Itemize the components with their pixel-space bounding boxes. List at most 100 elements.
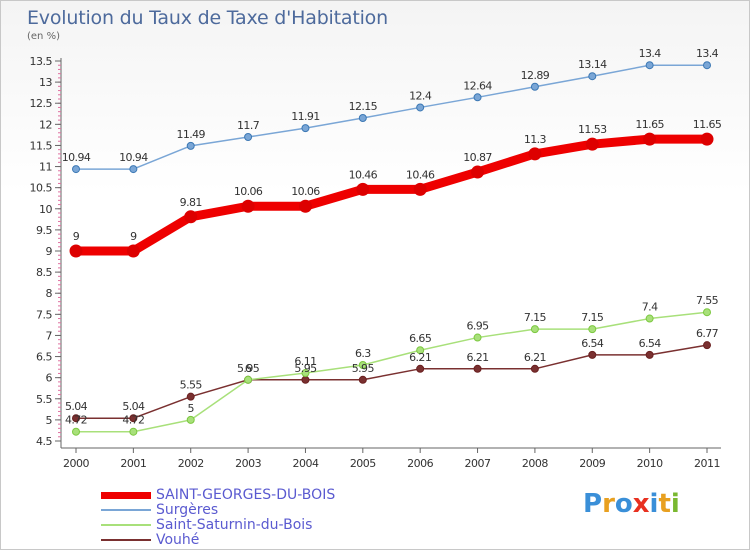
legend-swatch [101, 524, 151, 526]
data-label: 7.55 [696, 294, 719, 307]
data-label: 7.15 [524, 311, 547, 324]
y-tick-label: 10 [39, 203, 52, 216]
legend-swatch [101, 539, 151, 541]
data-label: 9.81 [180, 196, 202, 209]
data-label: 7.15 [581, 311, 604, 324]
data-label: 12.64 [463, 79, 492, 92]
x-tick-label: 2006 [407, 457, 433, 470]
data-label: 10.06 [291, 185, 320, 198]
logo-letter: P [583, 489, 603, 519]
legend-label: SAINT-GEORGES-DU-BOIS [156, 487, 336, 503]
logo-letter: x [632, 489, 650, 519]
logo-letter: t [658, 489, 671, 519]
logo-letter: o [614, 489, 633, 519]
data-label: 5.04 [122, 400, 145, 413]
data-point [700, 132, 714, 146]
logo-letter: i [649, 489, 659, 519]
data-point [416, 364, 425, 373]
data-point [186, 141, 195, 150]
data-point [645, 61, 654, 70]
data-point [186, 415, 195, 424]
data-label: 10.94 [119, 151, 148, 164]
chart-title: Evolution du Taux de Taxe d'Habitation [27, 7, 388, 29]
data-label: 11.65 [693, 118, 722, 131]
y-tick-label: 13.5 [30, 55, 53, 68]
data-point [645, 350, 654, 359]
data-label: 5.95 [294, 362, 317, 375]
x-tick-label: 2005 [350, 457, 376, 470]
data-label: 13.14 [578, 58, 607, 71]
data-point [471, 165, 485, 179]
data-label: 4.72 [122, 414, 144, 427]
proxiti-logo: Proxiti [583, 489, 680, 519]
data-point [585, 137, 599, 151]
data-point [186, 392, 195, 401]
legend-swatch [101, 509, 151, 511]
y-tick-label: 6 [46, 372, 53, 385]
data-label: 13.4 [639, 47, 662, 60]
data-point [588, 72, 597, 81]
y-tick-label: 9 [46, 245, 53, 258]
logo-letter: i [670, 489, 680, 519]
y-tick-label: 13 [39, 76, 52, 89]
data-point [645, 314, 654, 323]
data-label: 10.06 [234, 185, 263, 198]
data-label: 10.94 [62, 151, 91, 164]
x-tick-label: 2000 [63, 457, 89, 470]
x-tick-label: 2011 [694, 457, 720, 470]
data-point [358, 375, 367, 384]
data-point [69, 244, 83, 258]
legend-swatch [101, 492, 151, 499]
series-line [75, 344, 708, 419]
data-label: 10.46 [349, 168, 378, 181]
y-tick-label: 8 [46, 287, 53, 300]
data-label: 6.95 [466, 320, 489, 333]
data-point [72, 414, 80, 423]
x-tick-label: 2010 [637, 457, 663, 470]
data-label: 6.77 [696, 327, 719, 340]
data-point [530, 364, 539, 373]
data-point [358, 361, 367, 369]
data-point [473, 333, 482, 342]
y-tick-label: 7.5 [36, 308, 52, 321]
data-label: 10.46 [406, 168, 435, 181]
data-label: 5.04 [65, 400, 88, 413]
series-line [75, 64, 708, 170]
series-line [75, 311, 708, 433]
data-point [244, 375, 253, 384]
data-label: 4.72 [65, 414, 87, 427]
data-point [129, 165, 138, 174]
data-point [473, 364, 482, 373]
data-label: 11.49 [176, 128, 205, 141]
data-label: 6.21 [524, 351, 546, 364]
x-tick-label: 2001 [120, 457, 146, 470]
legend-label: Vouhé [156, 532, 200, 548]
data-label: 12.4 [409, 89, 432, 102]
y-tick-label: 8.5 [36, 266, 52, 279]
data-point [301, 124, 310, 133]
data-point [703, 61, 711, 70]
data-point [244, 133, 253, 141]
data-label: 11.7 [237, 119, 260, 132]
data-point [241, 199, 255, 213]
data-point [416, 346, 425, 355]
y-tick-label: 12 [39, 118, 52, 131]
data-label: 6.54 [639, 337, 662, 350]
chart-subtitle: (en %) [27, 31, 60, 42]
data-point [356, 182, 370, 196]
data-label: 6.21 [466, 351, 488, 364]
x-tick-label: 2003 [235, 457, 261, 470]
data-label: 9 [73, 230, 80, 243]
x-tick-label: 2009 [579, 457, 605, 470]
data-label: 6.65 [409, 332, 432, 345]
logo-letter: r [602, 489, 615, 519]
data-point [301, 375, 310, 384]
data-point [643, 132, 657, 146]
data-label: 11.91 [291, 110, 320, 123]
data-label: 6.21 [409, 351, 431, 364]
data-point [528, 147, 542, 161]
data-label: 10.87 [463, 151, 492, 164]
data-point [126, 244, 140, 258]
data-point [416, 103, 425, 112]
